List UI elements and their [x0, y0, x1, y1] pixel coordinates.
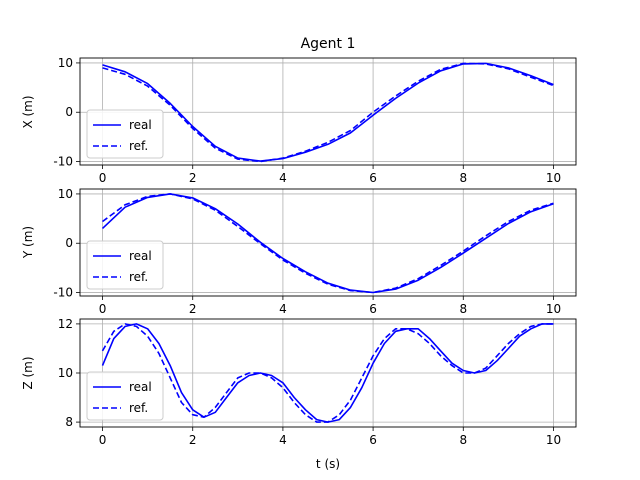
x-tick-label: 2 — [189, 302, 197, 316]
y-tick-label: 12 — [58, 317, 73, 331]
x-tick-label: 8 — [459, 302, 467, 316]
x-axis-label: t (s) — [316, 457, 340, 471]
legend: real ref. — [86, 109, 164, 159]
legend-label: real — [129, 118, 152, 132]
x-tick-label: 0 — [99, 302, 107, 316]
subplot-z: Z (m) 0 2 4 6 8 10 8 10 12 real ref. — [21, 317, 577, 447]
y-tick-label: 10 — [58, 187, 73, 201]
y-axis-label-x: X (m) — [21, 95, 35, 128]
y-tick-label: -10 — [53, 155, 73, 169]
y-tick-label: 0 — [65, 105, 73, 119]
x-tick-label: 8 — [459, 433, 467, 447]
axes-frame — [79, 188, 577, 297]
legend-label: real — [129, 380, 152, 394]
legend-label: ref. — [129, 139, 148, 153]
x-tick-label: 6 — [369, 302, 377, 316]
y-axis-label-y: Y (m) — [21, 226, 35, 259]
subplot-y: Y (m) 0 2 4 6 8 10 -10 0 10 real ref. — [21, 187, 577, 316]
legend-label: ref. — [129, 401, 148, 415]
x-tick-label: 0 — [99, 171, 107, 185]
legend: real ref. — [86, 240, 164, 290]
x-tick-label: 10 — [546, 171, 561, 185]
y-tick-label: 0 — [65, 236, 73, 250]
chart-title: Agent 1 — [301, 36, 356, 52]
series-line-y-ref — [102, 193, 554, 294]
x-tick-label: 0 — [99, 433, 107, 447]
x-tick-label: 4 — [279, 433, 287, 447]
x-tick-label: 6 — [369, 433, 377, 447]
y-tick-label: -10 — [53, 286, 73, 300]
x-tick-label: 10 — [546, 302, 561, 316]
y-tick-label: 10 — [58, 56, 73, 70]
x-tick-label: 2 — [189, 171, 197, 185]
legend: real ref. — [86, 371, 164, 421]
axes-frame — [79, 318, 577, 428]
subplot-x: X (m) 0 2 4 6 8 10 -10 0 10 real ref. — [21, 56, 577, 185]
legend-label: ref. — [129, 270, 148, 284]
y-tick-label: 8 — [65, 415, 73, 429]
axes-frame — [79, 57, 577, 166]
x-tick-label: 4 — [279, 171, 287, 185]
series-line-z-ref — [101, 323, 554, 423]
y-axis-label-z: Z (m) — [21, 356, 35, 389]
legend-label: real — [129, 249, 152, 263]
y-tick-label: 10 — [58, 366, 73, 380]
x-tick-label: 6 — [369, 171, 377, 185]
series-line-x-ref — [102, 62, 554, 163]
x-tick-label: 4 — [279, 302, 287, 316]
x-tick-label: 8 — [459, 171, 467, 185]
x-tick-label: 10 — [546, 433, 561, 447]
x-tick-label: 2 — [189, 433, 197, 447]
